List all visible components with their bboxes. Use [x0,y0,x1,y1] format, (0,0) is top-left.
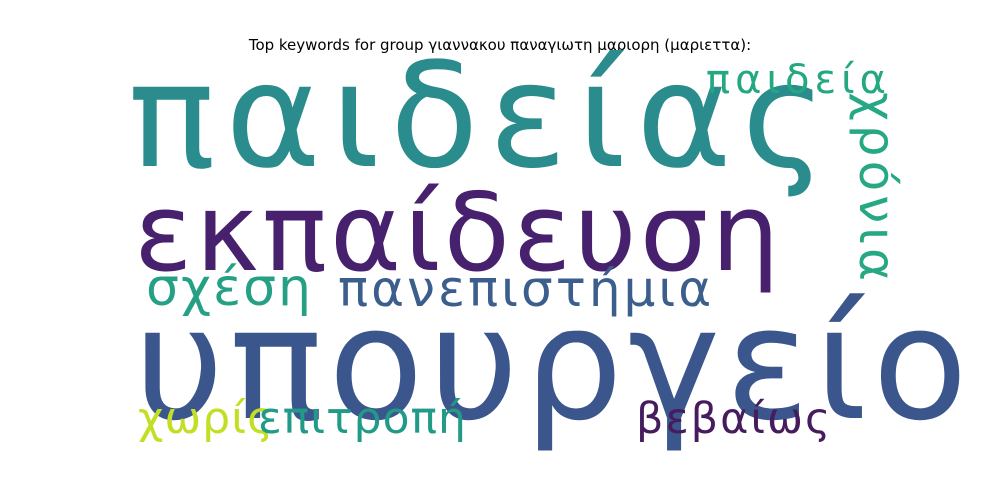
word-panepistimia: πανεπιστήμια [338,260,715,318]
word-ypourgeio: υπουργείο [134,273,973,455]
word-choris: χωρίς [138,393,274,444]
word-chronia: χρόνια [848,92,906,286]
word-paideias: παιδείας [128,32,837,201]
word-paideia: παιδεία [706,57,891,103]
word-ekpaideusi: εκπαίδευση [134,171,783,296]
word-schesi: σχέση [146,258,314,318]
word-vevaios: βεβαίως [636,394,833,444]
wordcloud-title: Top keywords for group γιαννακου παναγιω… [248,36,752,54]
word-epitropi: επιτροπή [258,393,467,444]
